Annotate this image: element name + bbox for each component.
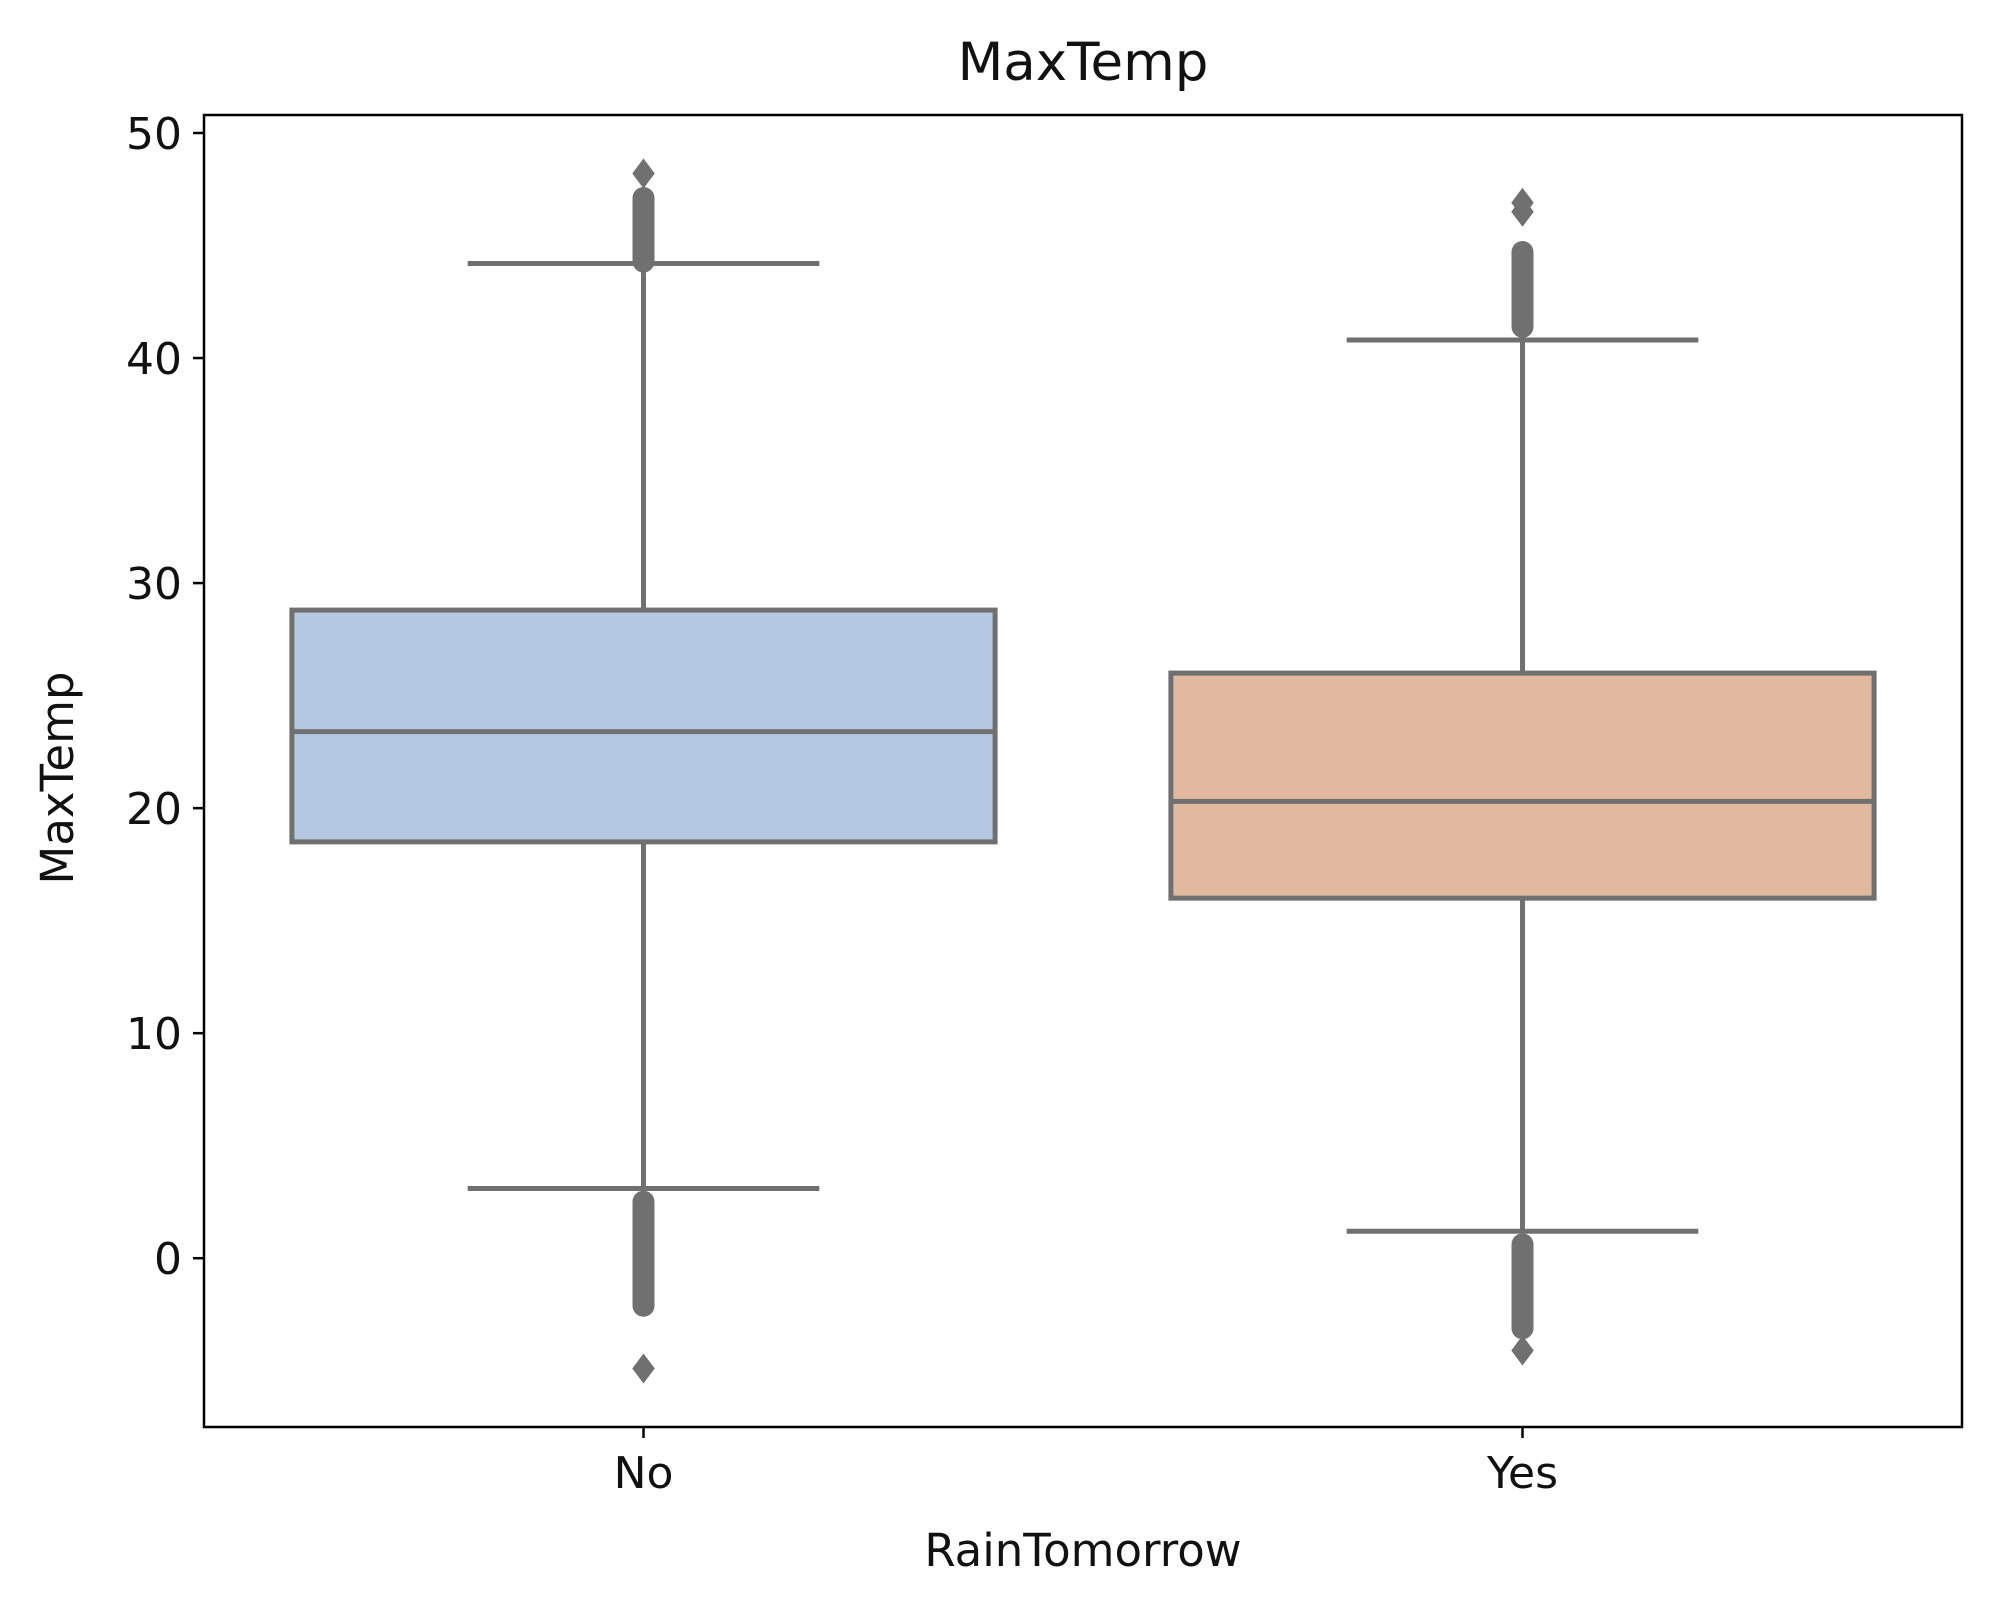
outlier-cluster-no-0 [632, 187, 655, 273]
boxes-layer [289, 158, 1877, 1384]
ticks-layer: 0 10 20 30 40 50 No Yes [126, 109, 1558, 1499]
box-no [289, 607, 998, 845]
y-tick-label-10: 10 [126, 1009, 182, 1060]
outlier-point-yes-2 [1511, 1335, 1534, 1366]
outlier-point-no-1 [632, 1353, 655, 1384]
x-tick-label-no: No [614, 1448, 674, 1499]
y-tick-label-30: 30 [126, 559, 182, 610]
x-axis-label: RainTomorrow [924, 1524, 1241, 1577]
y-tick-label-20: 20 [126, 784, 182, 835]
outlier-cluster-yes-1 [1511, 1233, 1534, 1340]
y-tick-label-0: 0 [154, 1234, 182, 1285]
chart-title: MaxTemp [958, 32, 1209, 93]
y-axis-label: MaxTemp [31, 672, 84, 885]
x-tick-label-yes: Yes [1486, 1448, 1558, 1499]
y-tick-label-50: 50 [126, 109, 182, 160]
box-group-yes [1168, 187, 1877, 1366]
plot-frame [202, 113, 1964, 1429]
outlier-point-no-0 [632, 158, 655, 189]
box-group-no [289, 158, 998, 1384]
outlier-cluster-yes-0 [1511, 241, 1534, 338]
y-tick-label-40: 40 [126, 334, 182, 385]
outlier-point-yes-1 [1511, 187, 1534, 218]
box-yes [1168, 670, 1877, 901]
outlier-cluster-no-1 [632, 1190, 655, 1317]
